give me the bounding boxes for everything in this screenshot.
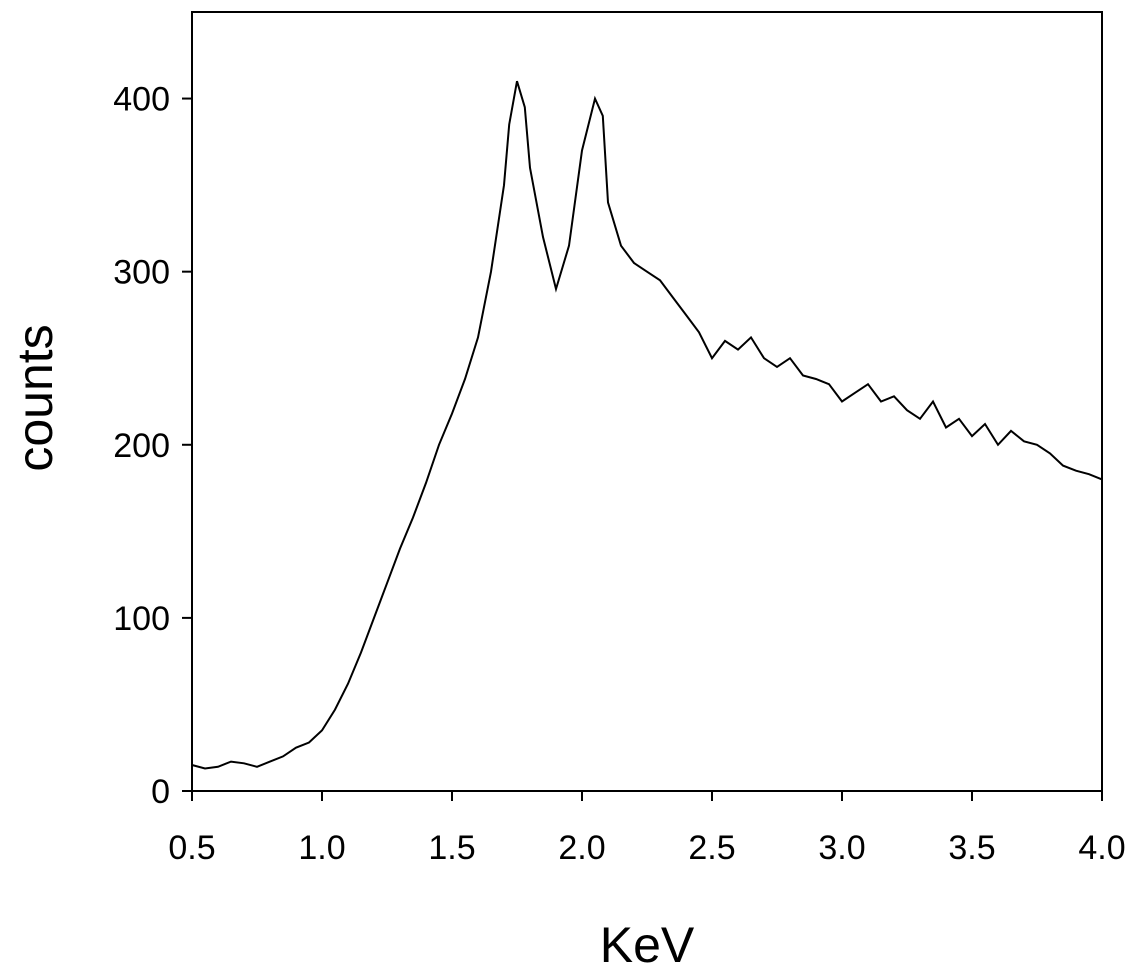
y-tick-label: 0 <box>151 773 170 811</box>
plot-area-frame <box>191 11 1103 792</box>
x-axis-label: KeV <box>600 917 695 973</box>
y-tick-label: 300 <box>113 254 170 292</box>
x-axis-ticks: 0.5 1.0 1.5 2.0 2.5 3.0 3.5 4.0 <box>168 791 1126 867</box>
x-tick-label: 3.5 <box>948 829 995 867</box>
y-tick-label: 200 <box>113 427 170 465</box>
x-tick-label: 0.5 <box>168 829 215 867</box>
x-tick-label: 2.0 <box>558 829 605 867</box>
y-tick-label: 100 <box>113 600 170 638</box>
x-tick-label: 1.5 <box>428 829 475 867</box>
x-tick-label: 2.5 <box>688 829 735 867</box>
y-axis-ticks: 0 100 200 300 400 <box>113 81 192 811</box>
x-tick-label: 4.0 <box>1078 829 1125 867</box>
x-tick-label: 1.0 <box>298 829 345 867</box>
x-tick-label: 3.0 <box>818 829 865 867</box>
y-tick-label: 400 <box>113 81 170 119</box>
spectrum-line <box>191 80 1103 770</box>
y-axis-label: counts <box>7 324 63 471</box>
